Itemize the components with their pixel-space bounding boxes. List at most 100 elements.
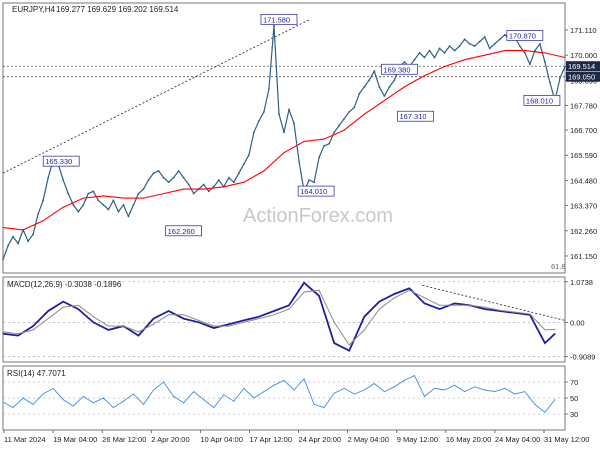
data-point	[313, 403, 315, 405]
data-point	[32, 233, 35, 236]
data-point	[77, 210, 80, 213]
data-point	[388, 86, 391, 88]
data-point	[82, 197, 84, 199]
annotation-box	[381, 63, 418, 75]
data-point	[348, 111, 351, 113]
y-tick-label: 170.000	[570, 51, 597, 60]
data-point	[353, 106, 356, 109]
data-point	[353, 393, 355, 395]
data-point	[484, 306, 486, 308]
data-point	[117, 210, 120, 213]
data-point	[107, 208, 110, 211]
data-point	[283, 152, 285, 154]
data-point	[484, 389, 486, 391]
data-point	[544, 61, 546, 63]
data-point	[288, 308, 290, 310]
data-point	[378, 301, 380, 303]
data-point	[37, 213, 40, 215]
data-point	[493, 42, 496, 45]
x-tick-label: 24 Apr 20:00	[299, 435, 342, 444]
data-point	[303, 291, 305, 293]
data-point	[273, 310, 275, 312]
data-point	[27, 240, 29, 243]
annotation-label: 168.010	[526, 96, 553, 105]
data-point	[22, 397, 24, 399]
price-label: 169.050	[568, 73, 595, 82]
data-point	[318, 156, 321, 159]
data-point	[503, 33, 506, 36]
y-tick-label: 167.780	[570, 102, 597, 111]
y-tick-label: 166.700	[570, 126, 597, 135]
data-point	[142, 188, 145, 190]
data-point	[77, 304, 79, 306]
data-point	[358, 92, 361, 95]
data-point	[102, 195, 104, 197]
data-point	[77, 308, 79, 310]
data-point	[454, 302, 456, 304]
y-tick-label: 164.480	[570, 176, 597, 185]
data-point	[554, 399, 556, 401]
data-point	[237, 172, 240, 175]
data-point	[504, 387, 506, 389]
data-point	[333, 392, 335, 394]
data-point	[484, 54, 486, 56]
data-point	[32, 403, 34, 405]
data-point	[223, 394, 225, 396]
data-point	[82, 204, 85, 206]
annotation-label: 169.380	[383, 65, 410, 74]
data-point	[42, 393, 44, 395]
data-point	[122, 204, 125, 206]
price-label-box	[566, 61, 600, 72]
data-point	[247, 154, 250, 156]
data-point	[263, 170, 265, 172]
data-point	[393, 293, 395, 295]
data-point	[378, 308, 380, 310]
data-point	[373, 70, 376, 72]
data-point	[268, 88, 270, 91]
data-point	[2, 333, 4, 335]
data-point	[283, 131, 285, 134]
data-point	[258, 316, 260, 318]
price-layer: 171.110170.000168.890167.780166.700165.5…	[2, 13, 600, 271]
data-point	[112, 199, 115, 202]
data-point	[163, 193, 165, 195]
data-point	[182, 176, 185, 179]
data-point	[318, 295, 320, 297]
data-point	[228, 325, 230, 327]
data-point	[468, 42, 471, 45]
data-point	[217, 179, 220, 181]
data-point	[12, 235, 14, 238]
data-point	[213, 325, 215, 327]
data-point	[72, 405, 74, 407]
data-point	[418, 52, 421, 54]
data-point	[534, 403, 536, 405]
data-point	[444, 389, 446, 391]
data-point	[163, 381, 165, 383]
x-tick-label: 10 Apr 04:00	[200, 435, 243, 444]
series-line-signal	[2, 289, 556, 346]
trend-line	[2, 18, 311, 174]
data-point	[433, 56, 436, 59]
data-point	[424, 302, 425, 304]
data-point	[303, 378, 305, 380]
data-point	[514, 393, 516, 395]
data-point	[243, 319, 245, 321]
data-point	[363, 113, 365, 115]
data-point	[153, 318, 155, 320]
data-point	[383, 391, 385, 393]
data-point	[288, 304, 290, 306]
data-point	[469, 304, 471, 306]
data-point	[162, 176, 165, 179]
data-point	[323, 407, 325, 409]
data-point	[62, 301, 64, 303]
data-point	[298, 160, 300, 163]
data-point	[2, 258, 4, 261]
data-point	[424, 395, 425, 397]
data-point	[539, 42, 541, 45]
data-point	[444, 66, 446, 68]
data-point	[348, 344, 350, 346]
data-point	[363, 389, 365, 391]
data-point	[363, 316, 365, 318]
data-point	[92, 316, 94, 318]
data-point	[52, 387, 54, 389]
